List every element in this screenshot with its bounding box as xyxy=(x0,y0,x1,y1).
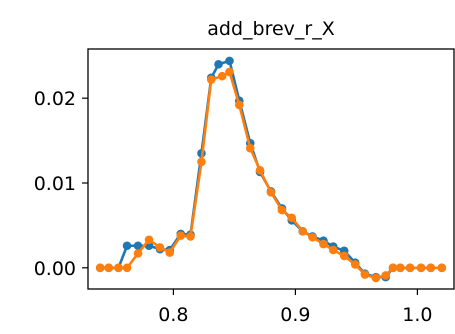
x-tick-label: 1.0 xyxy=(402,304,432,326)
data-point xyxy=(95,263,105,273)
series-layer xyxy=(95,56,447,283)
data-point xyxy=(214,59,223,69)
series-2 xyxy=(95,67,447,283)
data-point xyxy=(339,251,349,261)
data-point xyxy=(122,241,132,251)
data-point xyxy=(371,273,381,283)
data-point xyxy=(186,232,195,241)
data-point xyxy=(165,248,175,257)
data-point xyxy=(104,263,114,273)
data-point xyxy=(308,232,317,242)
data-point xyxy=(155,243,165,252)
data-point xyxy=(396,263,405,273)
data-point xyxy=(266,188,276,197)
x-tick-label: 0.8 xyxy=(158,304,188,326)
data-point xyxy=(255,165,265,175)
x-tick-label: 0.9 xyxy=(280,304,310,326)
y-tick-label: 0.01 xyxy=(34,173,76,195)
data-point xyxy=(245,143,255,153)
data-point xyxy=(350,260,360,269)
data-point xyxy=(206,75,216,84)
data-point xyxy=(328,245,338,255)
data-point xyxy=(122,263,132,273)
y-tick-label: 0.02 xyxy=(34,88,76,110)
data-point xyxy=(176,231,186,240)
data-point xyxy=(381,271,390,280)
data-point xyxy=(225,56,234,66)
data-point xyxy=(298,227,308,236)
data-point xyxy=(197,157,206,167)
data-point xyxy=(437,263,447,273)
x-axis: 0.8 0.9 1.0 xyxy=(158,289,433,326)
data-point xyxy=(114,263,123,273)
data-point xyxy=(360,270,370,279)
data-point xyxy=(319,239,328,249)
data-point xyxy=(416,263,426,273)
data-point xyxy=(133,241,143,251)
data-point xyxy=(144,235,154,245)
data-point xyxy=(234,100,244,110)
data-point xyxy=(405,263,415,273)
data-point xyxy=(225,67,234,77)
data-point xyxy=(277,205,287,215)
data-point xyxy=(426,263,436,273)
series-1 xyxy=(95,56,447,282)
chart-title: add_brev_r_X xyxy=(207,18,334,40)
data-point xyxy=(133,249,143,258)
plot-area-frame xyxy=(87,48,455,290)
y-tick-label: 0.00 xyxy=(34,258,76,280)
data-point xyxy=(287,213,297,223)
data-point xyxy=(388,263,398,273)
data-point xyxy=(217,71,227,81)
y-axis: 0.00 0.01 0.02 xyxy=(34,88,88,280)
